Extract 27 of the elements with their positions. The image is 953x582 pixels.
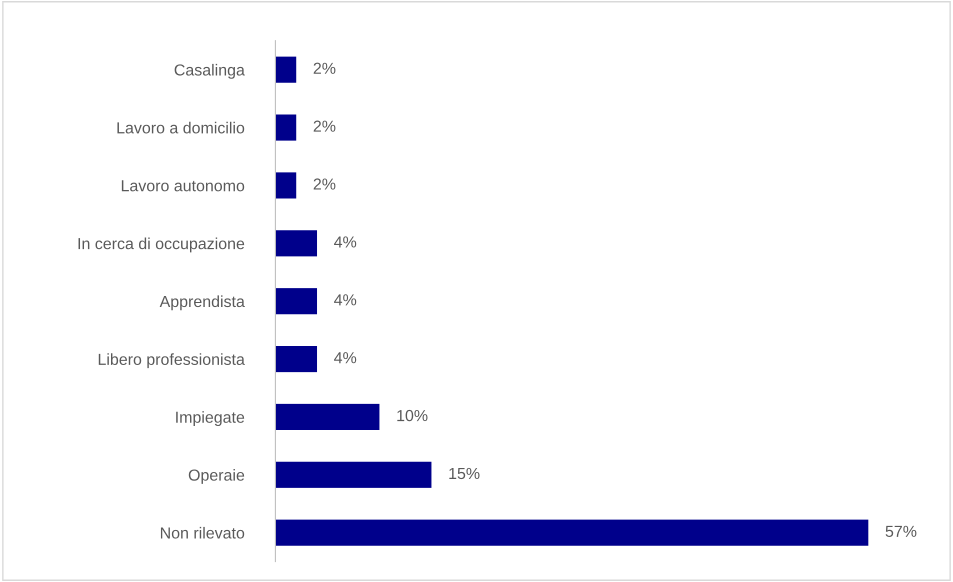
data-label: 2% — [314, 178, 336, 190]
data-label: 2% — [314, 62, 336, 74]
y-tick-label: Casalinga — [174, 64, 245, 79]
y-tick-label: Lavoro autonomo — [122, 180, 244, 192]
y-tick-label: Impiegate — [176, 411, 244, 426]
y-tick-label: Non rilevato — [160, 526, 244, 539]
data-label: 4% — [334, 294, 356, 306]
y-tick-label: In cerca di occupazione — [78, 238, 244, 252]
y-tick-label: Libero professionista — [98, 353, 245, 368]
bar — [275, 56, 296, 83]
bar — [275, 114, 296, 141]
data-label: 57% — [886, 526, 916, 537]
data-label: 4% — [334, 236, 356, 248]
data-label: 15% — [449, 468, 480, 480]
bar — [275, 172, 296, 198]
y-tick-label: Operaie — [188, 469, 244, 484]
bar — [275, 230, 318, 256]
bar — [275, 462, 432, 488]
data-label: 4% — [334, 352, 356, 364]
data-label: 2% — [314, 120, 336, 132]
data-label: 10% — [397, 410, 428, 422]
bar — [275, 520, 868, 546]
y-tick-label: Lavoro a domicilio — [117, 122, 244, 134]
bar — [275, 288, 318, 314]
bar — [275, 346, 318, 372]
y-tick-label: Apprendista — [160, 295, 245, 310]
bar — [275, 404, 380, 430]
